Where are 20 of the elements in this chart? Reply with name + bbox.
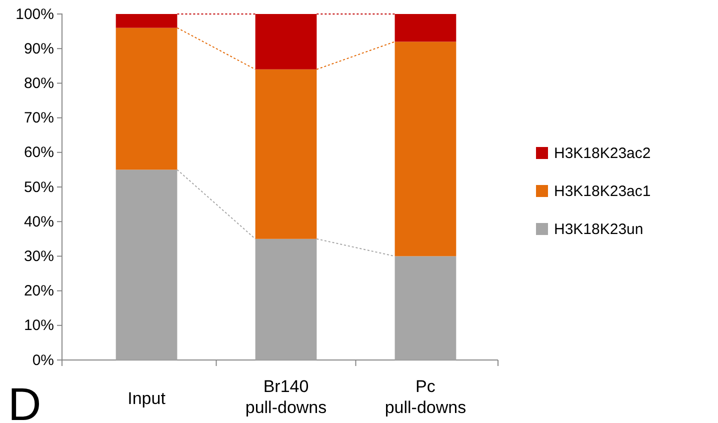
legend-label: H3K18K23ac2	[554, 145, 651, 162]
x-tick-label: Input	[128, 389, 166, 408]
bar	[394, 256, 456, 360]
y-tick-label: 90%	[24, 40, 54, 58]
y-tick-label: 60%	[24, 144, 54, 162]
y-tick-label: 0%	[32, 352, 54, 369]
text: D	[8, 378, 42, 423]
x-tick-label: Br140 pull-downs	[245, 377, 327, 417]
y-tick-label: 100%	[16, 6, 54, 23]
y-tick-label: 70%	[24, 110, 54, 127]
bar	[255, 69, 317, 239]
y-tick-label: 30%	[24, 248, 54, 265]
legend-label: H3K18K23ac1	[554, 183, 651, 200]
legend-label: H3K18K23un	[554, 221, 644, 238]
y-tick-label: 20%	[24, 282, 54, 300]
y-tick-label: 10%	[24, 317, 54, 334]
y-tick-label: 50%	[24, 178, 54, 196]
x-tick-label: Pc pull-downs	[384, 377, 466, 417]
y-tick-label: 40%	[24, 213, 54, 230]
y-tick-label: 80%	[24, 75, 54, 92]
